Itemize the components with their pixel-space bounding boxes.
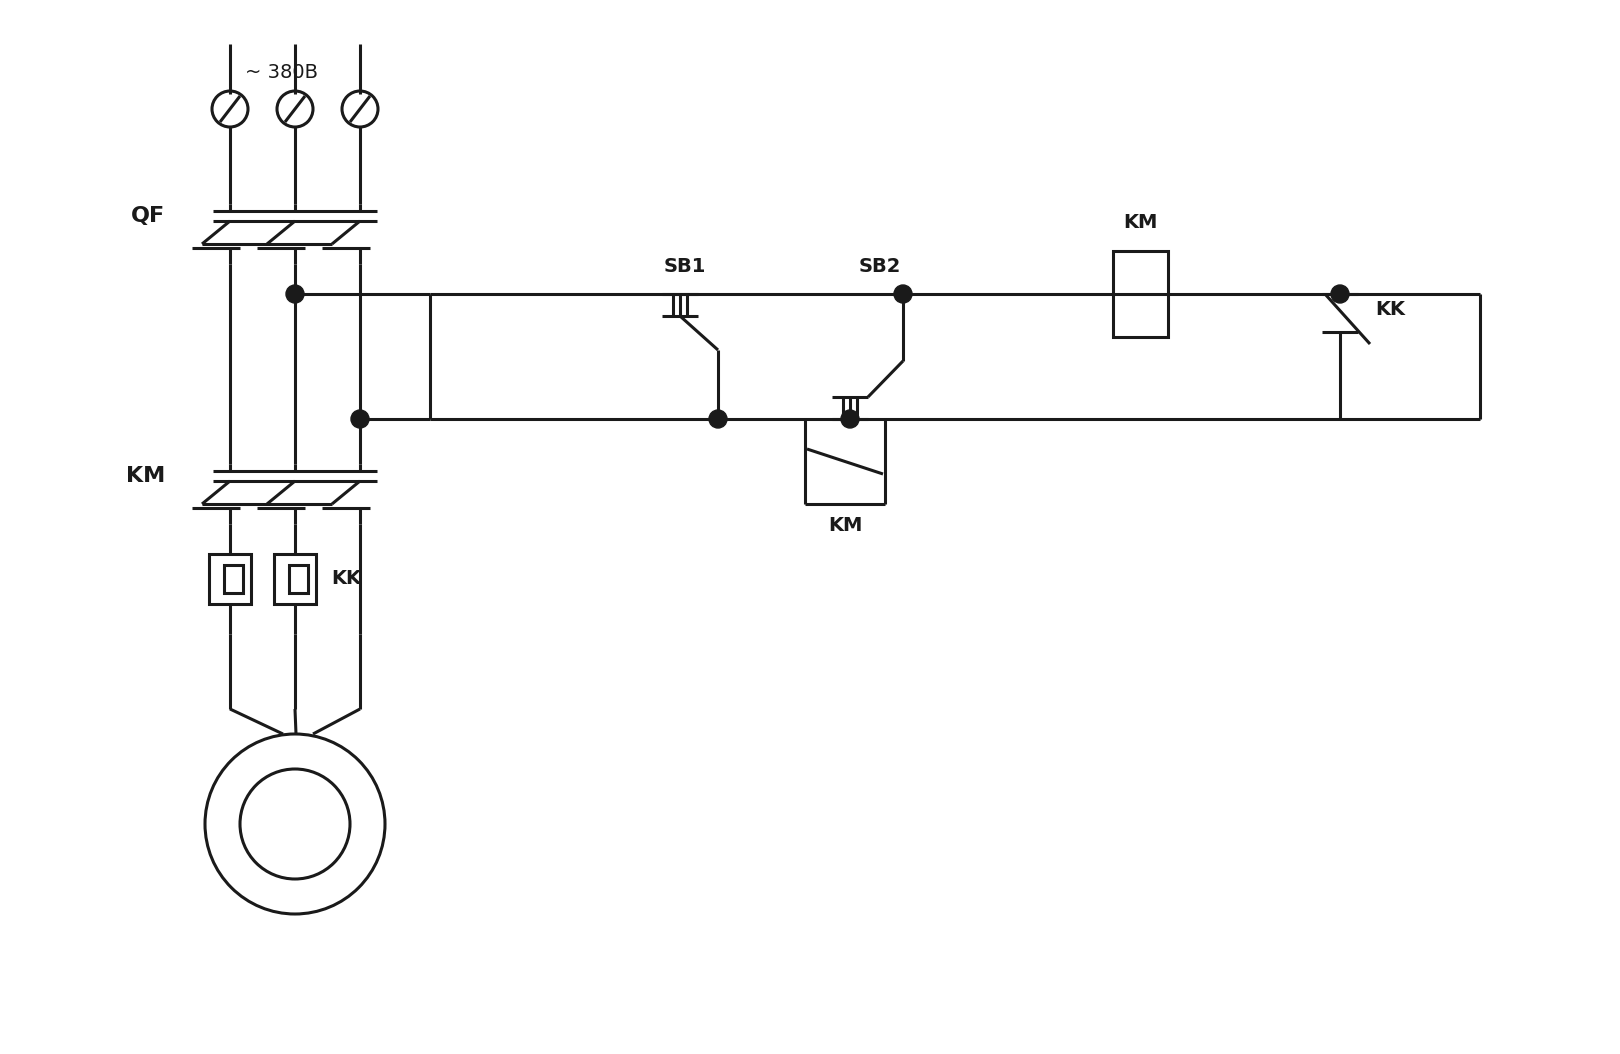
Text: SB1: SB1 — [664, 256, 706, 275]
Text: KM: KM — [126, 466, 165, 486]
Bar — [1113, 252, 1168, 336]
Text: KK: KK — [1375, 299, 1405, 318]
Bar — [224, 565, 243, 592]
Bar — [288, 565, 308, 592]
Text: QF: QF — [131, 206, 165, 226]
Bar — [209, 554, 251, 604]
Bar — [274, 554, 316, 604]
Text: KM: KM — [1123, 213, 1157, 232]
Text: KK: KK — [330, 569, 361, 588]
Circle shape — [287, 285, 305, 302]
Circle shape — [841, 410, 859, 428]
Circle shape — [1332, 285, 1349, 302]
Text: KM: KM — [828, 516, 862, 535]
Text: ~ 380В: ~ 380В — [245, 62, 318, 81]
Circle shape — [352, 410, 369, 428]
Text: SB2: SB2 — [859, 256, 901, 275]
Circle shape — [894, 285, 912, 302]
Circle shape — [710, 410, 727, 428]
